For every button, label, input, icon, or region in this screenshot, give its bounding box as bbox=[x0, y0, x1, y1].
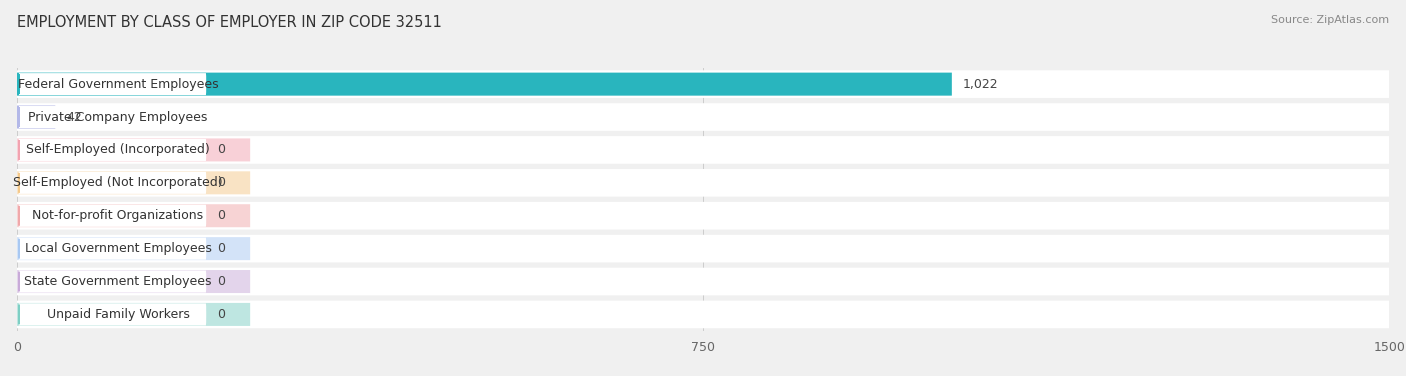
Text: 0: 0 bbox=[217, 209, 225, 222]
FancyBboxPatch shape bbox=[17, 73, 952, 96]
Text: 0: 0 bbox=[217, 176, 225, 190]
FancyBboxPatch shape bbox=[17, 303, 250, 326]
Text: 42: 42 bbox=[66, 111, 82, 124]
Text: Federal Government Employees: Federal Government Employees bbox=[18, 77, 218, 91]
FancyBboxPatch shape bbox=[17, 103, 1389, 131]
FancyBboxPatch shape bbox=[17, 270, 250, 293]
FancyBboxPatch shape bbox=[18, 270, 207, 293]
FancyBboxPatch shape bbox=[18, 73, 207, 95]
Text: Unpaid Family Workers: Unpaid Family Workers bbox=[46, 308, 190, 321]
Text: Local Government Employees: Local Government Employees bbox=[24, 242, 211, 255]
Text: 0: 0 bbox=[217, 143, 225, 156]
Text: Not-for-profit Organizations: Not-for-profit Organizations bbox=[32, 209, 204, 222]
FancyBboxPatch shape bbox=[17, 169, 1389, 197]
Text: 1,022: 1,022 bbox=[963, 77, 998, 91]
FancyBboxPatch shape bbox=[17, 268, 1389, 296]
FancyBboxPatch shape bbox=[17, 136, 1389, 164]
Text: 0: 0 bbox=[217, 275, 225, 288]
FancyBboxPatch shape bbox=[17, 106, 55, 129]
FancyBboxPatch shape bbox=[18, 205, 207, 227]
Text: EMPLOYMENT BY CLASS OF EMPLOYER IN ZIP CODE 32511: EMPLOYMENT BY CLASS OF EMPLOYER IN ZIP C… bbox=[17, 15, 441, 30]
FancyBboxPatch shape bbox=[17, 171, 250, 194]
FancyBboxPatch shape bbox=[18, 303, 207, 326]
FancyBboxPatch shape bbox=[17, 237, 250, 260]
FancyBboxPatch shape bbox=[18, 172, 207, 194]
Text: Self-Employed (Not Incorporated): Self-Employed (Not Incorporated) bbox=[13, 176, 222, 190]
FancyBboxPatch shape bbox=[17, 204, 250, 227]
FancyBboxPatch shape bbox=[17, 301, 1389, 328]
FancyBboxPatch shape bbox=[17, 235, 1389, 262]
FancyBboxPatch shape bbox=[17, 202, 1389, 229]
FancyBboxPatch shape bbox=[18, 106, 207, 128]
FancyBboxPatch shape bbox=[17, 70, 1389, 98]
Text: 0: 0 bbox=[217, 242, 225, 255]
FancyBboxPatch shape bbox=[18, 238, 207, 260]
Text: Private Company Employees: Private Company Employees bbox=[28, 111, 208, 124]
Text: 0: 0 bbox=[217, 308, 225, 321]
Text: Source: ZipAtlas.com: Source: ZipAtlas.com bbox=[1271, 15, 1389, 25]
FancyBboxPatch shape bbox=[17, 138, 250, 161]
FancyBboxPatch shape bbox=[18, 139, 207, 161]
Text: Self-Employed (Incorporated): Self-Employed (Incorporated) bbox=[27, 143, 209, 156]
Text: State Government Employees: State Government Employees bbox=[24, 275, 212, 288]
